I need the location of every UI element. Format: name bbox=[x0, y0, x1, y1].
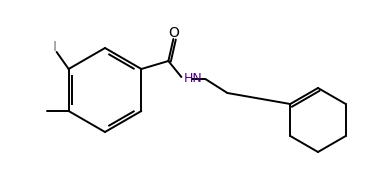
Text: O: O bbox=[168, 26, 179, 40]
Text: I: I bbox=[53, 40, 56, 54]
Text: HN: HN bbox=[183, 73, 202, 85]
